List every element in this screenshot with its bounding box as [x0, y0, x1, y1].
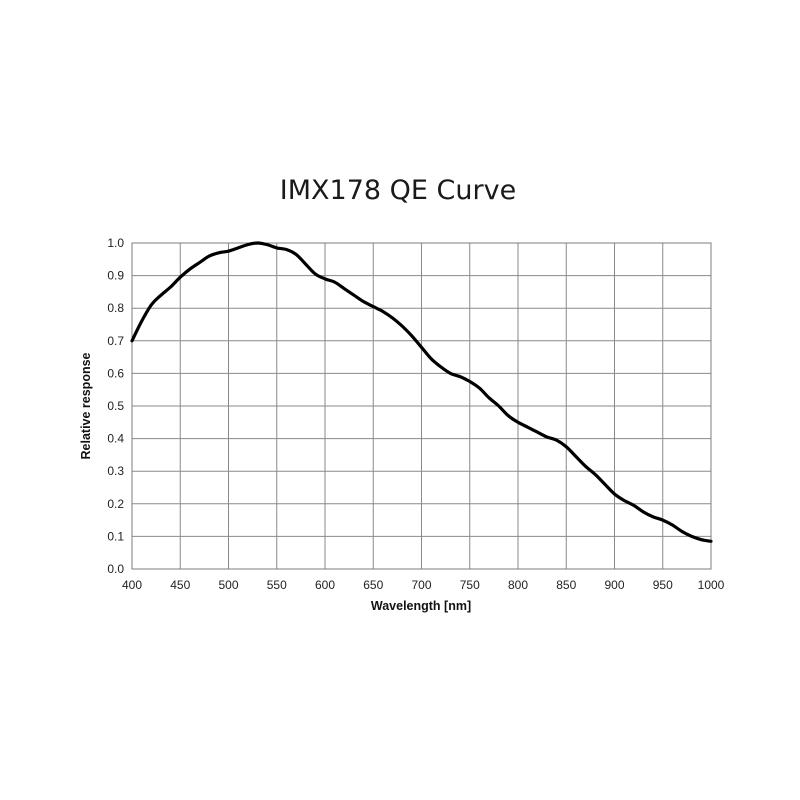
x-tick-label: 650 [363, 578, 383, 592]
y-tick-label: 0.6 [107, 366, 124, 380]
qe-curve-line [130, 241, 713, 543]
y-axis-label: Relative response [79, 352, 93, 459]
y-tick-label: 0.5 [107, 399, 124, 413]
x-tick-label: 950 [653, 578, 673, 592]
y-tick-label: 1.0 [107, 236, 124, 250]
x-tick-label: 500 [218, 578, 238, 592]
x-tick-label: 700 [411, 578, 431, 592]
x-tick-label: 1000 [698, 578, 725, 592]
x-tick-label: 450 [170, 578, 190, 592]
x-tick-label: 800 [508, 578, 528, 592]
x-tick-label: 900 [604, 578, 624, 592]
grid [131, 242, 712, 570]
y-tick-label: 0.3 [107, 464, 124, 478]
y-tick-label: 0.8 [107, 301, 124, 315]
x-tick-label: 400 [122, 578, 142, 592]
y-axis-ticks: 0.0 0.1 0.2 0.3 0.4 0.5 0.6 0.7 0.8 0.9 1.0 [107, 236, 124, 576]
x-tick-label: 850 [556, 578, 576, 592]
y-tick-label: 0.1 [107, 529, 124, 543]
chart-title: IMX178 QE Curve [280, 175, 516, 206]
y-tick-label: 0.2 [107, 497, 124, 511]
x-tick-label: 750 [460, 578, 480, 592]
x-tick-label: 600 [315, 578, 335, 592]
y-tick-label: 0.7 [107, 334, 124, 348]
y-tick-label: 0.4 [107, 432, 124, 446]
x-tick-label: 550 [267, 578, 287, 592]
y-tick-label: 0.0 [107, 562, 124, 576]
x-axis-ticks: 400 450 500 550 600 650 700 750 800 850 900 950 1000 [122, 578, 725, 592]
y-tick-label: 0.9 [107, 269, 124, 283]
plot-area-frame [131, 242, 712, 570]
x-axis-label: Wavelength [nm] [371, 599, 471, 613]
